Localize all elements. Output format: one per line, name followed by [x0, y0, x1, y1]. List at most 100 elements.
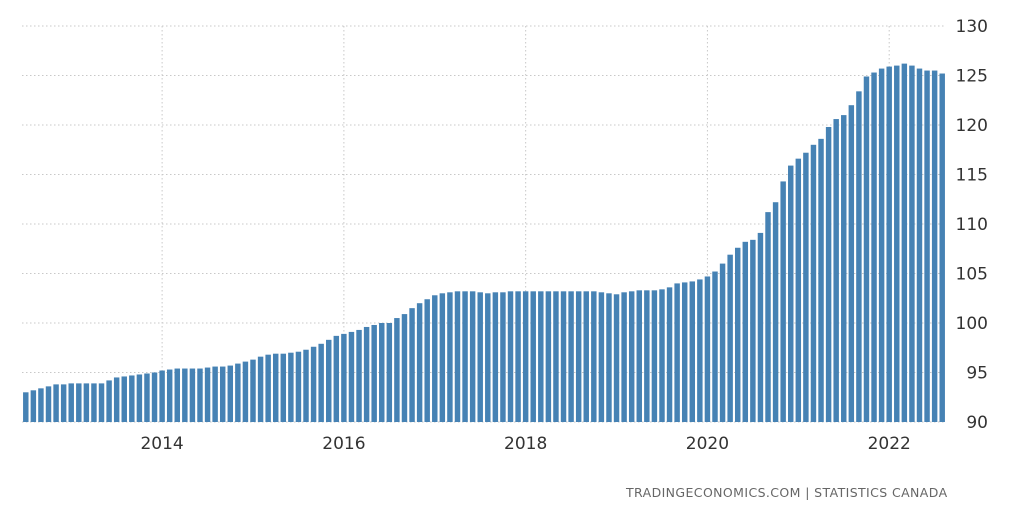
bar — [606, 293, 612, 422]
bar — [719, 263, 726, 422]
bar — [795, 158, 802, 422]
bar — [212, 366, 218, 422]
bar — [477, 292, 483, 422]
bar — [780, 181, 786, 422]
bar — [83, 383, 90, 422]
bar — [439, 293, 446, 422]
bar — [841, 115, 847, 422]
bar — [272, 353, 279, 422]
bar — [166, 369, 173, 422]
bar — [151, 372, 158, 422]
bar — [432, 295, 438, 422]
bar — [553, 291, 559, 422]
bar — [712, 271, 718, 422]
bar — [583, 291, 589, 422]
bar — [909, 65, 915, 422]
bar — [242, 361, 249, 422]
bar — [568, 291, 574, 422]
x-tick-label: 2016 — [322, 434, 365, 454]
bar — [750, 239, 756, 422]
bar — [863, 76, 870, 423]
bar — [515, 291, 521, 422]
bar — [598, 292, 605, 422]
bar — [401, 314, 408, 422]
bar — [144, 373, 150, 422]
bar — [348, 331, 355, 422]
y-tick-label: 115 — [956, 166, 988, 186]
bar — [371, 324, 377, 422]
bar — [182, 368, 188, 422]
bar — [833, 119, 839, 422]
bar — [689, 281, 696, 422]
bar — [644, 290, 650, 422]
x-tick-label: 2018 — [504, 434, 547, 454]
bar — [931, 70, 938, 423]
bar — [651, 290, 658, 422]
bar — [341, 333, 347, 422]
bar — [810, 144, 817, 423]
bar — [197, 368, 203, 422]
bar — [416, 303, 423, 422]
bar — [227, 365, 234, 422]
bar — [106, 380, 112, 422]
bar — [310, 346, 317, 422]
bar — [60, 384, 67, 422]
bar — [235, 363, 241, 422]
bar — [250, 359, 256, 422]
bar — [98, 383, 105, 422]
bar-series — [23, 63, 945, 423]
bar — [848, 105, 855, 422]
bar — [469, 291, 476, 422]
bar — [734, 247, 741, 422]
y-tick-label: 125 — [956, 67, 988, 87]
bar — [53, 384, 59, 422]
y-tick-label: 95 — [966, 364, 988, 384]
bar — [280, 353, 287, 422]
bar — [727, 254, 733, 422]
bar — [825, 126, 832, 422]
bar — [924, 70, 930, 423]
bar — [530, 291, 536, 422]
bar — [856, 91, 862, 422]
bar — [379, 323, 385, 422]
bar — [894, 65, 900, 422]
x-axis-tick-labels: 2014 2016 2018 2020 2022 — [140, 434, 910, 454]
bar — [189, 368, 196, 422]
bar — [447, 292, 453, 422]
bar — [113, 377, 120, 422]
bar — [659, 289, 665, 422]
bar — [674, 283, 680, 422]
bar — [204, 367, 211, 422]
bar — [23, 392, 29, 422]
bar — [886, 66, 892, 422]
bar — [939, 73, 945, 423]
y-tick-label: 105 — [956, 265, 988, 285]
bar — [666, 287, 673, 422]
bar — [303, 349, 309, 422]
bar — [386, 323, 393, 422]
bar — [803, 152, 809, 422]
bar — [462, 291, 468, 422]
bar — [757, 232, 764, 422]
bar — [575, 291, 582, 422]
y-axis-tick-labels: 90 95 100 105 110 115 120 125 130 — [956, 17, 988, 433]
bar — [356, 329, 362, 422]
bar — [91, 383, 97, 422]
bar — [704, 276, 711, 422]
y-tick-label: 130 — [956, 17, 988, 37]
bar — [30, 390, 37, 422]
bar — [545, 291, 552, 422]
bar — [159, 370, 165, 422]
bar — [38, 388, 44, 422]
bar — [538, 291, 544, 422]
bar — [522, 291, 529, 422]
bar — [129, 375, 135, 422]
x-tick-label: 2022 — [868, 434, 911, 454]
bar — [901, 63, 908, 423]
bar — [454, 291, 461, 422]
bar — [560, 291, 567, 422]
bar — [681, 282, 688, 422]
bar — [326, 339, 332, 422]
bar — [507, 291, 514, 422]
